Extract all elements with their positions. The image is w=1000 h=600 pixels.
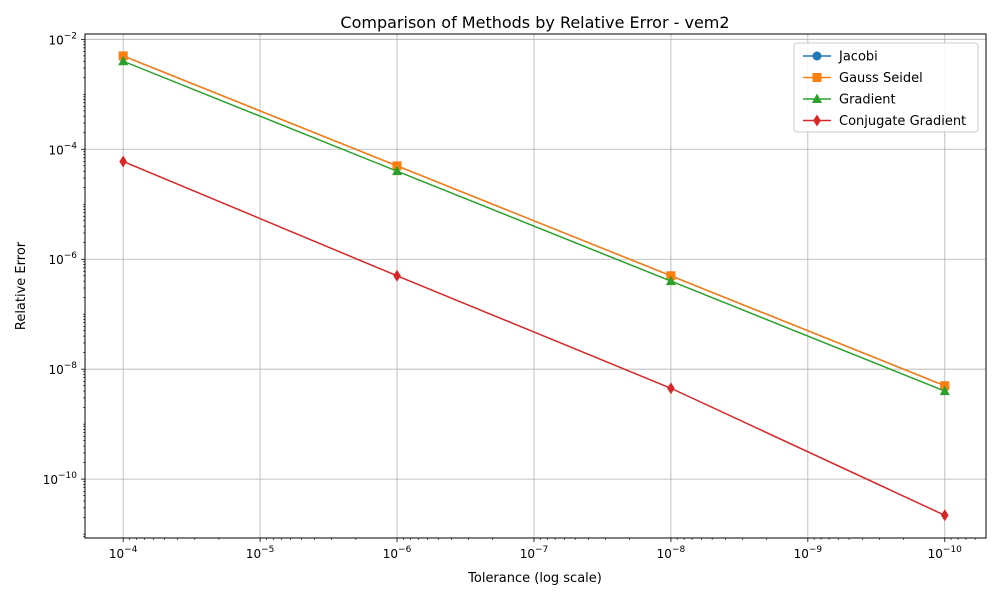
x-tick-exponent: −9 [809, 545, 823, 555]
x-tick-label: 10−5 [246, 545, 275, 561]
x-axis-label: Tolerance (log scale) [467, 571, 602, 586]
y-tick-label: 10−8 [48, 361, 77, 377]
x-tick-label: 10−9 [794, 545, 823, 561]
y-tick-exponent: −4 [64, 141, 78, 151]
data-point-gradient [118, 55, 129, 66]
x-tick-label: 10−10 [928, 545, 963, 561]
legend-marker-gradient [812, 93, 822, 103]
series-line-gradient [122, 60, 946, 392]
y-tick-exponent: −10 [58, 471, 77, 481]
y-tick-base: 10 [48, 143, 63, 157]
data-point-gradient [392, 165, 403, 176]
series-layer [118, 51, 950, 522]
legend-marker-gauss-seidel [812, 73, 822, 82]
y-tick-label: 10−4 [48, 141, 77, 157]
x-tick-exponent: −8 [672, 545, 686, 555]
x-tick-label: 10−4 [109, 545, 138, 561]
data-point-conjugate-gradient [119, 155, 127, 168]
x-tick-base: 10 [520, 547, 535, 561]
legend: Jacobi Gauss Seidel Gradient Conjugate Grad… [793, 42, 979, 133]
legend-item-jacobi: Jacobi [803, 50, 878, 65]
legend-label-gauss-seidel: Gauss Seidel [839, 71, 923, 86]
y-tick-exponent: −2 [64, 31, 77, 41]
y-tick-label: 10−2 [48, 31, 77, 47]
legend-label-conjugate-gradient: Conjugate Gradient [839, 114, 966, 129]
data-point-conjugate-gradient [940, 509, 949, 522]
x-tick-exponent: −5 [261, 545, 274, 555]
y-tick-exponent: −6 [64, 251, 78, 261]
data-point-gradient [939, 385, 950, 396]
legend-item-gauss-seidel: Gauss Seidel [803, 71, 923, 86]
legend-marker-conjugate-gradient [813, 114, 821, 127]
x-tick-exponent: −10 [943, 545, 962, 555]
series-gradient [118, 55, 950, 396]
legend-label-jacobi: Jacobi [838, 50, 878, 65]
x-tick-exponent: −4 [124, 545, 138, 555]
legend-item-gradient: Gradient [803, 93, 896, 108]
x-tick-base: 10 [794, 547, 809, 561]
x-tick-base: 10 [246, 547, 261, 561]
y-tick-exponent: −8 [64, 361, 78, 371]
y-tick-label: 10−6 [48, 251, 77, 267]
x-tick-base: 10 [657, 547, 672, 561]
x-axis-ticks: 10−4 10−5 10−6 10−7 10−8 10−9 10−10 [109, 538, 962, 561]
data-point-gradient [665, 275, 676, 286]
y-axis-label: Relative Error [14, 241, 29, 330]
y-tick-base: 10 [48, 33, 63, 47]
series-line-conjugate-gradient [122, 160, 946, 516]
x-tick-base: 10 [928, 547, 943, 561]
legend-box [793, 42, 979, 133]
plot-frame [84, 33, 987, 539]
y-axis-ticks: 10−210−410−610−810−10 [43, 31, 85, 487]
data-point-conjugate-gradient [393, 269, 401, 282]
series-conjugate-gradient [119, 155, 949, 522]
legend-marker-jacobi [812, 51, 822, 61]
x-tick-base: 10 [109, 547, 124, 561]
legend-items: Jacobi Gauss Seidel Gradient Conjugate Grad… [803, 50, 966, 129]
data-point-conjugate-gradient [667, 382, 675, 395]
chart-title: Comparison of Methods by Relative Error … [340, 13, 729, 32]
x-tick-exponent: −6 [398, 545, 412, 555]
y-tick-base: 10 [48, 363, 63, 377]
legend-label-gradient: Gradient [839, 93, 896, 108]
grid [85, 34, 986, 538]
x-tick-label: 10−7 [520, 545, 549, 561]
x-tick-exponent: −7 [535, 545, 548, 555]
x-tick-base: 10 [383, 547, 398, 561]
x-tick-label: 10−6 [383, 545, 412, 561]
legend-item-conjugate-gradient: Conjugate Gradient [803, 114, 966, 129]
x-tick-label: 10−8 [657, 545, 686, 561]
series-line-gauss-seidel [122, 55, 946, 387]
y-tick-base: 10 [48, 253, 63, 267]
y-tick-base: 10 [43, 473, 58, 487]
y-tick-label: 10−10 [43, 471, 78, 487]
